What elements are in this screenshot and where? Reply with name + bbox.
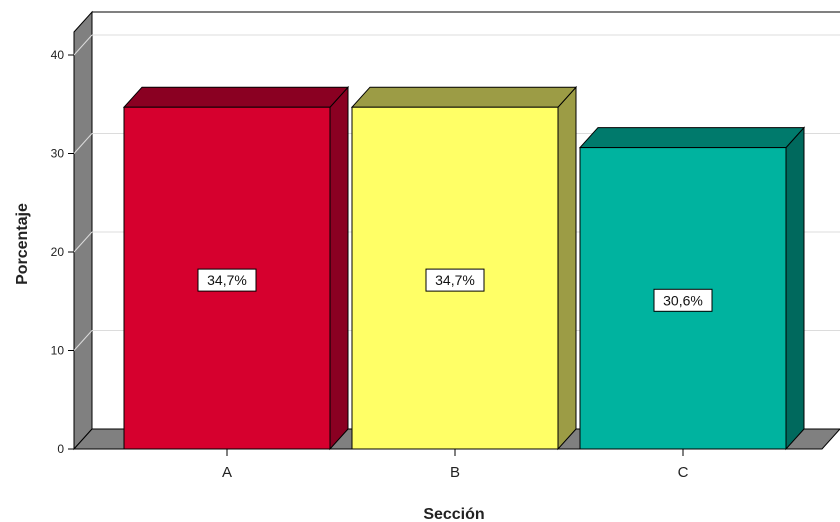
data-label: 34,7% bbox=[207, 272, 247, 288]
bar-side bbox=[557, 85, 577, 451]
gridline-side bbox=[73, 133, 93, 154]
bar-top bbox=[578, 127, 806, 149]
gridline-side bbox=[73, 34, 93, 56]
gridline-side bbox=[73, 231, 93, 253]
bar-top bbox=[350, 86, 578, 108]
y-tick-labels: 0 10 20 30 40 bbox=[51, 48, 74, 456]
x-tick-label: B bbox=[450, 464, 460, 481]
x-tick-label: C bbox=[678, 464, 689, 481]
y-tick-label: 30 bbox=[51, 147, 65, 161]
bar-side bbox=[329, 85, 349, 451]
data-label: 30,6% bbox=[663, 292, 703, 308]
x-tick-labels: A B C bbox=[222, 449, 689, 481]
y-tick-label: 0 bbox=[57, 442, 64, 456]
bar-side bbox=[785, 126, 805, 451]
bar-top bbox=[122, 86, 350, 108]
x-tick-label: A bbox=[222, 464, 232, 481]
x-axis-title: Sección bbox=[423, 506, 484, 522]
data-label: 34,7% bbox=[435, 272, 475, 288]
data-label-box bbox=[197, 268, 257, 292]
y-tick-label: 20 bbox=[51, 245, 65, 259]
left-wall bbox=[73, 10, 93, 451]
bars: 34,7% 34,7% 30,6% bbox=[122, 85, 806, 451]
y-tick-label: 40 bbox=[51, 48, 65, 62]
y-tick-label: 10 bbox=[51, 344, 65, 358]
y-axis-title: Porcentaje bbox=[14, 203, 31, 285]
data-label-box bbox=[653, 288, 713, 312]
gridline-side bbox=[73, 330, 93, 351]
data-label-box bbox=[425, 268, 485, 292]
